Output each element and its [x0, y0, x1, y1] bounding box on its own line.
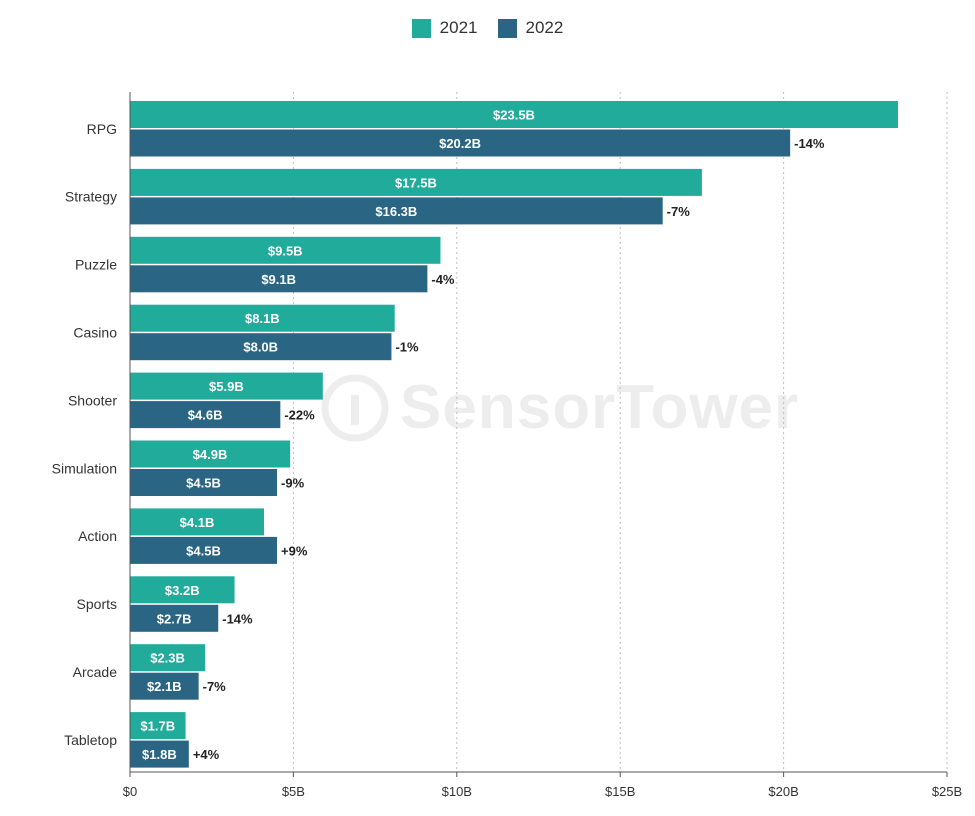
category-label: Tabletop: [64, 732, 117, 748]
legend-swatch-2022: [497, 18, 517, 38]
bar-value-label: $5.9B: [209, 379, 244, 394]
change-label: -14%: [794, 136, 825, 151]
bar-value-label: $1.8B: [142, 747, 177, 762]
legend-label-2022: 2022: [525, 18, 564, 37]
bar-value-label: $4.9B: [193, 447, 228, 462]
bar-2021: [130, 712, 186, 740]
bar-value-label: $1.7B: [140, 719, 175, 734]
bar-2022: [130, 740, 189, 768]
category-label: Strategy: [65, 189, 117, 205]
legend-label-2021: 2021: [439, 18, 478, 37]
bar-value-label: $4.5B: [186, 476, 221, 491]
bar-value-label: $4.5B: [186, 543, 221, 558]
bar-2021: [130, 440, 291, 468]
category-label: RPG: [87, 121, 117, 137]
change-label: +4%: [193, 747, 220, 762]
bar-2022: [130, 401, 281, 429]
change-label: -4%: [431, 272, 455, 287]
bar-2022: [130, 333, 392, 361]
x-tick-label: $15B: [605, 784, 635, 799]
bar-value-label: $17.5B: [395, 175, 437, 190]
change-label: -22%: [284, 408, 315, 423]
category-label: Arcade: [73, 664, 118, 680]
bar-2021: [130, 304, 395, 332]
category-label: Action: [78, 528, 117, 544]
bar-2022: [130, 536, 278, 564]
bar-value-label: $8.1B: [245, 311, 280, 326]
bar-value-label: $9.1B: [261, 272, 296, 287]
bar-value-label: $2.1B: [147, 679, 182, 694]
change-label: -7%: [667, 204, 691, 219]
change-label: -1%: [395, 340, 419, 355]
category-label: Puzzle: [75, 257, 117, 273]
category-label: Sports: [77, 596, 117, 612]
change-label: -7%: [203, 679, 227, 694]
legend-item-2022[interactable]: 2022: [497, 18, 564, 38]
bar-2021: [130, 236, 441, 264]
bar-value-label: $9.5B: [268, 243, 303, 258]
bar-value-label: $4.1B: [180, 515, 215, 530]
category-label: Simulation: [52, 460, 117, 476]
x-tick-label: $5B: [282, 784, 305, 799]
bar-2021: [130, 576, 235, 604]
bar-value-label: $3.2B: [165, 583, 200, 598]
x-tick-label: $25B: [932, 784, 962, 799]
bar-value-label: $4.6B: [188, 408, 223, 423]
bar-2021: [130, 508, 264, 536]
bar-value-label: $16.3B: [375, 204, 417, 219]
category-label: Casino: [73, 324, 117, 340]
x-tick-label: $10B: [442, 784, 472, 799]
bar-2021: [130, 372, 323, 400]
category-label: Shooter: [68, 392, 117, 408]
bar-value-label: $8.0B: [243, 340, 278, 355]
bar-value-label: $2.7B: [157, 611, 192, 626]
change-label: -9%: [281, 476, 305, 491]
bar-2022: [130, 197, 663, 225]
bar-2021: [130, 101, 898, 128]
change-label: -14%: [222, 611, 253, 626]
bar-2021: [130, 168, 702, 196]
bar-2022: [130, 469, 278, 496]
bar-2022: [130, 265, 428, 293]
legend-item-2021[interactable]: 2021: [411, 18, 478, 38]
bar-value-label: $20.2B: [439, 136, 481, 151]
bar-value-label: $2.3B: [150, 651, 185, 666]
x-tick-label: $0: [123, 784, 137, 799]
x-tick-label: $20B: [768, 784, 798, 799]
bar-2022: [130, 672, 199, 700]
bar-value-label: $23.5B: [493, 108, 535, 123]
change-label: +9%: [281, 543, 308, 558]
bar-2022: [130, 129, 791, 157]
legend-swatch-2021: [411, 18, 431, 38]
bar-2022: [130, 604, 219, 632]
bar-2021: [130, 644, 206, 672]
chart-legend: 2021 2022: [0, 18, 975, 38]
